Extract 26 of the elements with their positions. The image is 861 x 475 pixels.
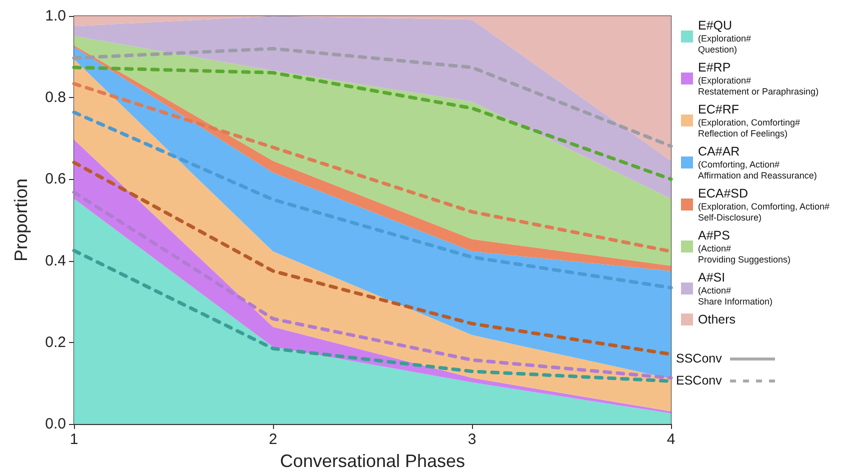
line-series	[72, 190, 673, 380]
legend-label: Others	[698, 312, 736, 326]
x-tick-label: 2	[268, 431, 278, 448]
legend-label: A#SI (Action# Share Information)	[698, 270, 773, 306]
legend-label: E#QU (Exploration# Question)	[698, 18, 752, 54]
line-series	[72, 110, 673, 290]
legend-label: A#PS (Action# Providing Suggestions)	[698, 228, 791, 264]
legend-label: EC#RF (Exploration, Comforting# Reflection of Feelings)	[698, 102, 800, 138]
x-tick-label: 4	[666, 431, 676, 448]
x-tick-label: 3	[468, 431, 476, 448]
line-series	[72, 46, 673, 148]
x-axis-title: Conversational Phases	[280, 451, 466, 471]
x-tick-label: 1	[70, 431, 78, 448]
line-series	[72, 66, 673, 181]
y-tick-label: 1.0	[45, 8, 66, 24]
legend-label: CA#AR (Comforting, Action# Affirmation and Reassurance)	[698, 144, 817, 180]
text: SSConv	[676, 352, 723, 366]
legend-label: E#RP (Exploration# Restatement or Paraphrasing)	[698, 60, 819, 96]
y-tick-label: 0.4	[45, 252, 66, 270]
y-tick-label: 0.0	[45, 416, 66, 432]
text: ESConv	[676, 374, 723, 388]
y-tick-label: 0.2	[45, 334, 66, 351]
y-tick-label: 0.6	[45, 170, 66, 188]
y-tick-label: 0.8	[45, 89, 66, 106]
y-axis-title: Proportion	[11, 178, 31, 262]
legend-label: ECA#SD (Exploration, Comforting, Action# Self-Disclosure)	[698, 186, 830, 222]
